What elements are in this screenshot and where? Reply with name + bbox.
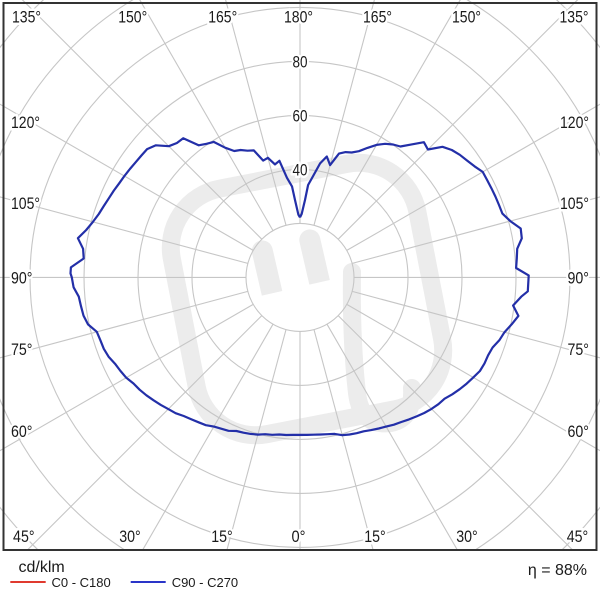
svg-text:150°: 150° bbox=[118, 8, 147, 27]
svg-text:80: 80 bbox=[293, 52, 308, 71]
svg-text:90°: 90° bbox=[568, 269, 590, 288]
svg-text:75°: 75° bbox=[568, 340, 590, 359]
svg-text:15°: 15° bbox=[211, 527, 233, 546]
svg-text:15°: 15° bbox=[364, 527, 386, 546]
svg-text:45°: 45° bbox=[13, 527, 35, 546]
svg-text:60: 60 bbox=[293, 106, 308, 125]
svg-text:60°: 60° bbox=[568, 422, 590, 441]
svg-text:C0 - C180: C0 - C180 bbox=[52, 575, 111, 590]
svg-text:cd/klm: cd/klm bbox=[19, 559, 65, 576]
svg-text:105°: 105° bbox=[11, 194, 40, 213]
svg-text:150°: 150° bbox=[452, 8, 481, 27]
svg-text:120°: 120° bbox=[560, 113, 589, 132]
svg-text:30°: 30° bbox=[119, 527, 141, 546]
svg-text:45°: 45° bbox=[567, 527, 589, 546]
svg-text:135°: 135° bbox=[12, 8, 41, 27]
svg-text:0°: 0° bbox=[292, 527, 306, 546]
svg-text:40: 40 bbox=[293, 160, 308, 179]
svg-text:90°: 90° bbox=[11, 269, 33, 288]
svg-text:165°: 165° bbox=[208, 8, 237, 27]
svg-text:105°: 105° bbox=[560, 194, 589, 213]
svg-text:135°: 135° bbox=[560, 8, 589, 27]
svg-text:60°: 60° bbox=[11, 422, 33, 441]
svg-text:165°: 165° bbox=[363, 8, 392, 27]
svg-text:120°: 120° bbox=[11, 113, 40, 132]
svg-text:180°: 180° bbox=[284, 8, 313, 27]
svg-text:η = 88%: η = 88% bbox=[528, 562, 587, 579]
svg-text:30°: 30° bbox=[456, 527, 478, 546]
svg-text:75°: 75° bbox=[11, 340, 33, 359]
svg-text:C90 - C270: C90 - C270 bbox=[172, 575, 238, 590]
